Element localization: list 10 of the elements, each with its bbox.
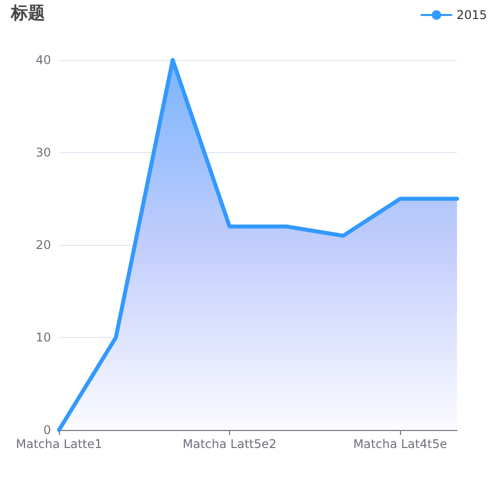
y-tick-label: 20	[36, 238, 51, 252]
legend-label: 2015	[456, 8, 488, 22]
y-tick-label: 10	[36, 330, 51, 344]
x-tick-label: Matcha Latt5e2	[182, 437, 277, 451]
chart-title: 标题	[10, 4, 45, 24]
y-tick-label: 30	[36, 146, 51, 160]
y-tick-label: 0	[43, 423, 51, 437]
y-tick-label: 40	[36, 53, 51, 67]
x-tick-label: Matcha Lat4t5e	[353, 437, 448, 451]
x-tick-label: Matcha Latte1	[16, 437, 102, 451]
